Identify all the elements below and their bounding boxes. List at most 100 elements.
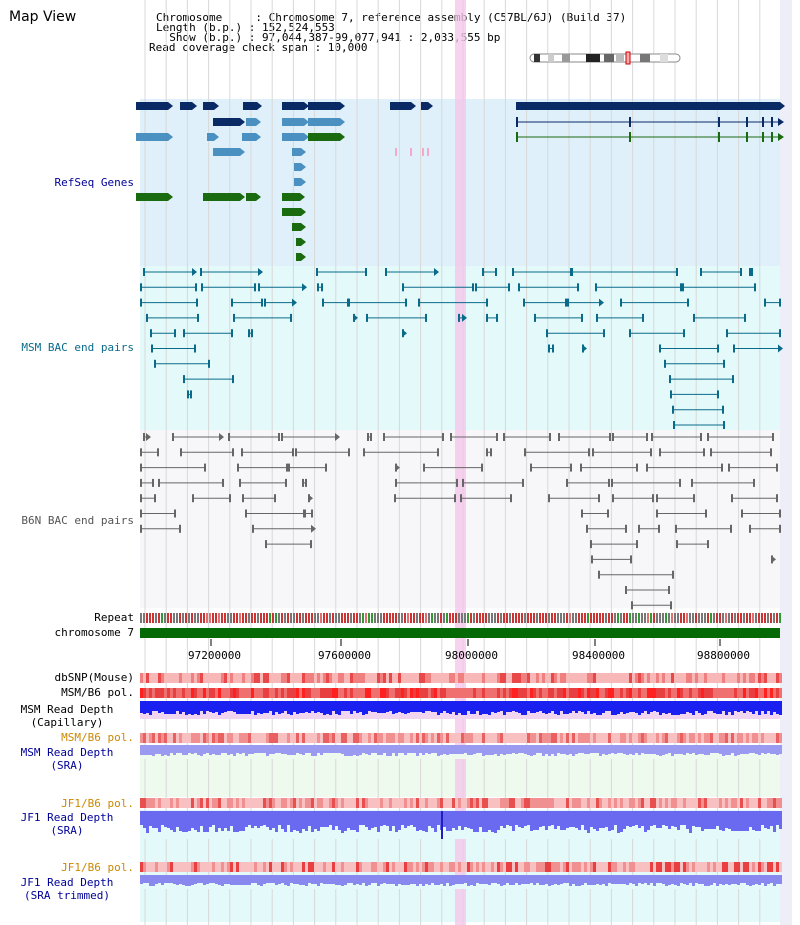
heat-cell: [689, 688, 692, 698]
chromosome-ideogram[interactable]: [529, 51, 681, 65]
heat-cell: [749, 688, 752, 698]
bac-end-right: [658, 524, 660, 533]
depth-bar: [647, 745, 650, 754]
heat-cell: [698, 688, 701, 698]
depth-bar: [557, 745, 560, 753]
depth-bar: [725, 811, 728, 828]
heat-cell: [509, 862, 512, 872]
depth-bar: [503, 745, 506, 755]
repeat-element: [623, 613, 625, 623]
heat-cell: [650, 798, 653, 808]
heat-cell: [149, 798, 152, 808]
heat-cell: [614, 733, 617, 743]
depth-bar: [506, 701, 509, 712]
heat-cell: [155, 688, 158, 698]
bac-end-left: [187, 390, 189, 399]
depth-bar: [632, 875, 635, 884]
heat-cell: [551, 798, 554, 808]
depth-bar: [383, 701, 386, 713]
depth-bar: [152, 811, 155, 828]
depth-bar: [299, 701, 302, 713]
gene-strand-arrow: [168, 133, 173, 141]
heat-cell: [536, 798, 539, 808]
depth-bar: [632, 701, 635, 712]
bac-end-pair: [771, 555, 776, 564]
depth-bar: [527, 811, 530, 825]
depth-bar: [419, 875, 422, 884]
bac-end-left: [672, 405, 674, 414]
refseq-small-feature: [395, 148, 397, 156]
depth-bar: [527, 701, 530, 711]
track-label-jf1-depth-sra[interactable]: JF1 Read Depth: [20, 811, 114, 824]
heat-cell: [245, 688, 248, 698]
depth-bar: [347, 745, 350, 756]
heat-cell: [206, 798, 209, 808]
repeat-element: [152, 613, 154, 623]
refseq-genes-track[interactable]: [136, 102, 785, 261]
depth-bar: [626, 701, 629, 713]
repeat-element: [515, 613, 517, 623]
heat-cell: [266, 862, 269, 872]
track-label-jf1-depth-trimmed[interactable]: JF1 Read Depth: [20, 876, 114, 889]
depth-bar: [152, 875, 155, 886]
heat-cell: [371, 862, 374, 872]
msm-bac-track[interactable]: [140, 268, 783, 429]
repeat-element: [341, 613, 343, 623]
heat-cell: [392, 798, 395, 808]
depth-bar: [272, 811, 275, 828]
heat-cell: [644, 688, 647, 698]
heat-cell: [482, 862, 485, 872]
bac-end-pair: [524, 448, 590, 457]
track-label-msm-depth-sra[interactable]: MSM Read Depth: [20, 746, 114, 759]
heat-cell: [431, 862, 434, 872]
repeat-element: [653, 613, 655, 623]
depth-bar: [683, 811, 686, 825]
track-label-dbsnp[interactable]: dbSNP(Mouse): [54, 671, 134, 684]
track-label-msm-b6-pol-2[interactable]: MSM/B6 pol.: [61, 731, 134, 744]
depth-bar: [443, 701, 446, 711]
bac-end-left: [581, 509, 583, 518]
track-label-jf1-b6-pol-2[interactable]: JF1/B6 pol.: [61, 861, 134, 874]
chromosome-bar[interactable]: [140, 628, 780, 638]
heat-cell: [656, 733, 659, 743]
depth-bar: [386, 875, 389, 884]
heat-cell: [230, 733, 233, 743]
gene-body: [242, 133, 256, 141]
repeat-element: [269, 613, 271, 623]
heat-cell: [521, 798, 524, 808]
bac-end-pair: [366, 313, 427, 322]
heat-cell: [659, 733, 662, 743]
track-label-msm-bac[interactable]: MSM BAC end pairs: [21, 341, 134, 354]
track-label-repeat[interactable]: Repeat: [94, 611, 134, 624]
quantitative-tracks[interactable]: [140, 673, 782, 889]
depth-bar: [341, 701, 344, 711]
b6n-bac-track[interactable]: [140, 433, 781, 610]
repeat-track[interactable]: [140, 613, 781, 623]
track-label-msm-b6-pol[interactable]: MSM/B6 pol.: [61, 686, 134, 699]
heat-cell: [248, 673, 251, 683]
depth-bar: [263, 875, 266, 884]
heat-cell: [554, 673, 557, 683]
depth-bar: [779, 875, 782, 884]
track-label-refseq[interactable]: RefSeq Genes: [54, 176, 134, 189]
heat-cell: [173, 862, 176, 872]
heat-cell: [755, 673, 758, 683]
depth-bar: [269, 811, 272, 830]
heat-cell: [698, 673, 701, 683]
heat-cell: [416, 688, 419, 698]
gene-strand-arrow: [304, 118, 309, 126]
track-label-b6n-bac[interactable]: B6N BAC end pairs: [21, 514, 134, 527]
depth-bar: [314, 745, 317, 756]
heat-cell: [266, 733, 269, 743]
track-label-msm-depth-capillary[interactable]: MSM Read Depth: [20, 703, 114, 716]
heat-cell: [635, 733, 638, 743]
track-label-jf1-b6-pol[interactable]: JF1/B6 pol.: [61, 797, 134, 810]
heat-cell: [290, 798, 293, 808]
heat-cell: [260, 862, 263, 872]
heat-cell: [509, 798, 512, 808]
heat-cell: [590, 733, 593, 743]
depth-bar: [359, 745, 362, 755]
depth-bar: [518, 701, 521, 713]
depth-bar: [764, 701, 767, 714]
